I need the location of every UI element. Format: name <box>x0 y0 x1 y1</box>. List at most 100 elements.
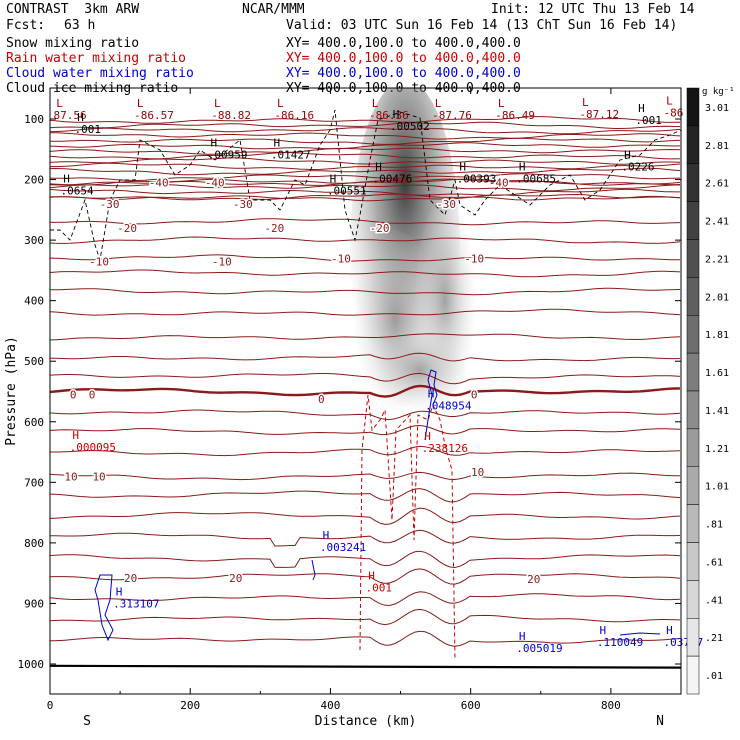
forecast-hour: 63 h <box>64 18 96 33</box>
high-marker: H <box>600 624 607 637</box>
temperature-contour-label: -10 <box>331 252 351 265</box>
extremum-value-label: .001 <box>366 581 393 594</box>
high-marker: H <box>274 136 281 149</box>
x-tick-label: 400 <box>321 699 341 712</box>
field-xy-cloud-water: XY= 400.0,100.0 to 400.0,400.0 <box>286 66 521 81</box>
high-marker: H <box>330 173 337 186</box>
colorbar-segment <box>686 542 700 581</box>
temperature-contour <box>50 236 681 244</box>
temperature-contour-label: -20 <box>370 222 390 235</box>
extremum-value-label: -86 <box>663 107 683 120</box>
field-xy-snow: XY= 400.0,100.0 to 400.0,400.0 <box>286 36 521 51</box>
temperature-contour-label: -20 <box>264 222 284 235</box>
temperature-contour <box>50 188 680 196</box>
y-axis-label: Pressure (hPa) <box>4 336 19 446</box>
endpoint-left-label: S <box>83 714 91 729</box>
extremum-value-label: .00959 <box>208 148 248 161</box>
high-marker: H <box>63 173 70 186</box>
temperature-contour <box>50 445 681 457</box>
extremum-value-label: .00502 <box>390 120 430 133</box>
high-marker: H <box>424 430 431 443</box>
temperature-contour-label: 0 <box>70 389 77 402</box>
surface-line <box>49 664 682 669</box>
extremum-value-label: .00551 <box>327 185 367 198</box>
colorbar-segment <box>686 618 700 657</box>
colorbar-segment <box>686 655 700 695</box>
field-xy-rain: XY= 400.0,100.0 to 400.0,400.0 <box>286 51 521 66</box>
init-time: Init: 12 UTC Thu 13 Feb 14 <box>491 2 695 17</box>
low-marker: L <box>214 97 221 110</box>
extremum-value-label: .0226 <box>621 160 654 173</box>
temperature-contour-label: 10 <box>92 470 105 483</box>
low-marker: L <box>372 97 379 110</box>
colorbar-label: 2.41 <box>705 217 729 228</box>
colorbar-label: 1.61 <box>705 368 729 379</box>
colorbar-segment <box>686 315 700 354</box>
cloud-water-contour <box>424 369 438 441</box>
colorbar-segment <box>686 277 700 316</box>
colorbar-segment <box>686 390 700 430</box>
temperature-contour <box>50 308 681 316</box>
colorbar-label: .21 <box>705 633 723 644</box>
x-tick-label: 200 <box>180 699 200 712</box>
temperature-contour-label: -30 <box>233 198 253 211</box>
temperature-contour-label: -20 <box>117 222 137 235</box>
colorbar-segment <box>686 87 700 127</box>
field-name-snow: Snow mixing ratio <box>6 36 140 51</box>
y-tick-label: 300 <box>24 234 44 247</box>
y-tick-label: 200 <box>24 174 44 187</box>
temperature-contour <box>50 507 681 525</box>
temperature-contour-label: -40 <box>205 177 225 190</box>
colorbar-segment <box>686 163 700 202</box>
temperature-contour-label: 0 <box>471 389 478 402</box>
temperature-contour-label: -30 <box>436 198 456 211</box>
low-marker: L <box>582 96 589 109</box>
x-axis-label: Distance (km) <box>315 714 417 729</box>
low-marker: L <box>435 97 442 110</box>
high-marker: H <box>116 586 123 599</box>
high-marker: H <box>519 630 526 643</box>
colorbar-label: 2.01 <box>705 292 729 303</box>
extremum-value-label: .110049 <box>597 636 643 649</box>
temperature-contour-label: 20 <box>229 572 242 585</box>
rain-water-contour <box>359 394 456 661</box>
temperature-contour-label: -10 <box>212 255 232 268</box>
temperature-contour <box>50 121 681 129</box>
valid-time: Valid: 03 UTC Sun 16 Feb 14 (13 ChT Sun … <box>286 18 678 33</box>
forecast-label: Fcst: <box>6 18 46 33</box>
extremum-value-label: .003241 <box>320 541 366 554</box>
colorbar-label: 1.41 <box>705 406 729 417</box>
extremum-value-label: .00685 <box>516 173 556 186</box>
high-marker: H <box>368 569 375 582</box>
temperature-contour <box>50 529 681 547</box>
extremum-value-label: -88.82 <box>211 109 251 122</box>
extremum-value-label: -87.76 <box>432 109 472 122</box>
temperature-contour <box>50 352 681 362</box>
y-tick-label: 500 <box>24 355 44 368</box>
cloud-water-contour <box>94 574 114 642</box>
temperature-contour-label: -10 <box>89 255 109 268</box>
colorbar-label: 2.21 <box>705 254 729 265</box>
high-marker: H <box>375 161 382 174</box>
temperature-contour <box>50 471 680 481</box>
colorbar-label: 2.81 <box>705 141 729 152</box>
temperature-contour <box>50 287 681 296</box>
extremum-value-label: .048954 <box>425 400 472 413</box>
colorbar-segment <box>686 580 700 619</box>
temperature-contour-label: 0 <box>318 393 325 406</box>
temperature-contour <box>50 424 681 436</box>
temperature-contour <box>50 193 681 201</box>
temperature-contour <box>50 269 681 278</box>
high-marker: H <box>72 429 79 442</box>
temperature-contour <box>50 372 681 385</box>
low-marker: L <box>498 97 505 110</box>
colorbar-label: 3.01 <box>705 103 729 114</box>
colorbar-label: .61 <box>705 557 723 568</box>
extremum-value-label: .238126 <box>422 442 468 455</box>
extremum-value-label: -87.12 <box>579 108 619 121</box>
temperature-contour <box>50 218 681 226</box>
high-marker: H <box>666 624 673 637</box>
y-tick-label: 800 <box>24 537 44 550</box>
high-marker: H <box>393 108 400 121</box>
